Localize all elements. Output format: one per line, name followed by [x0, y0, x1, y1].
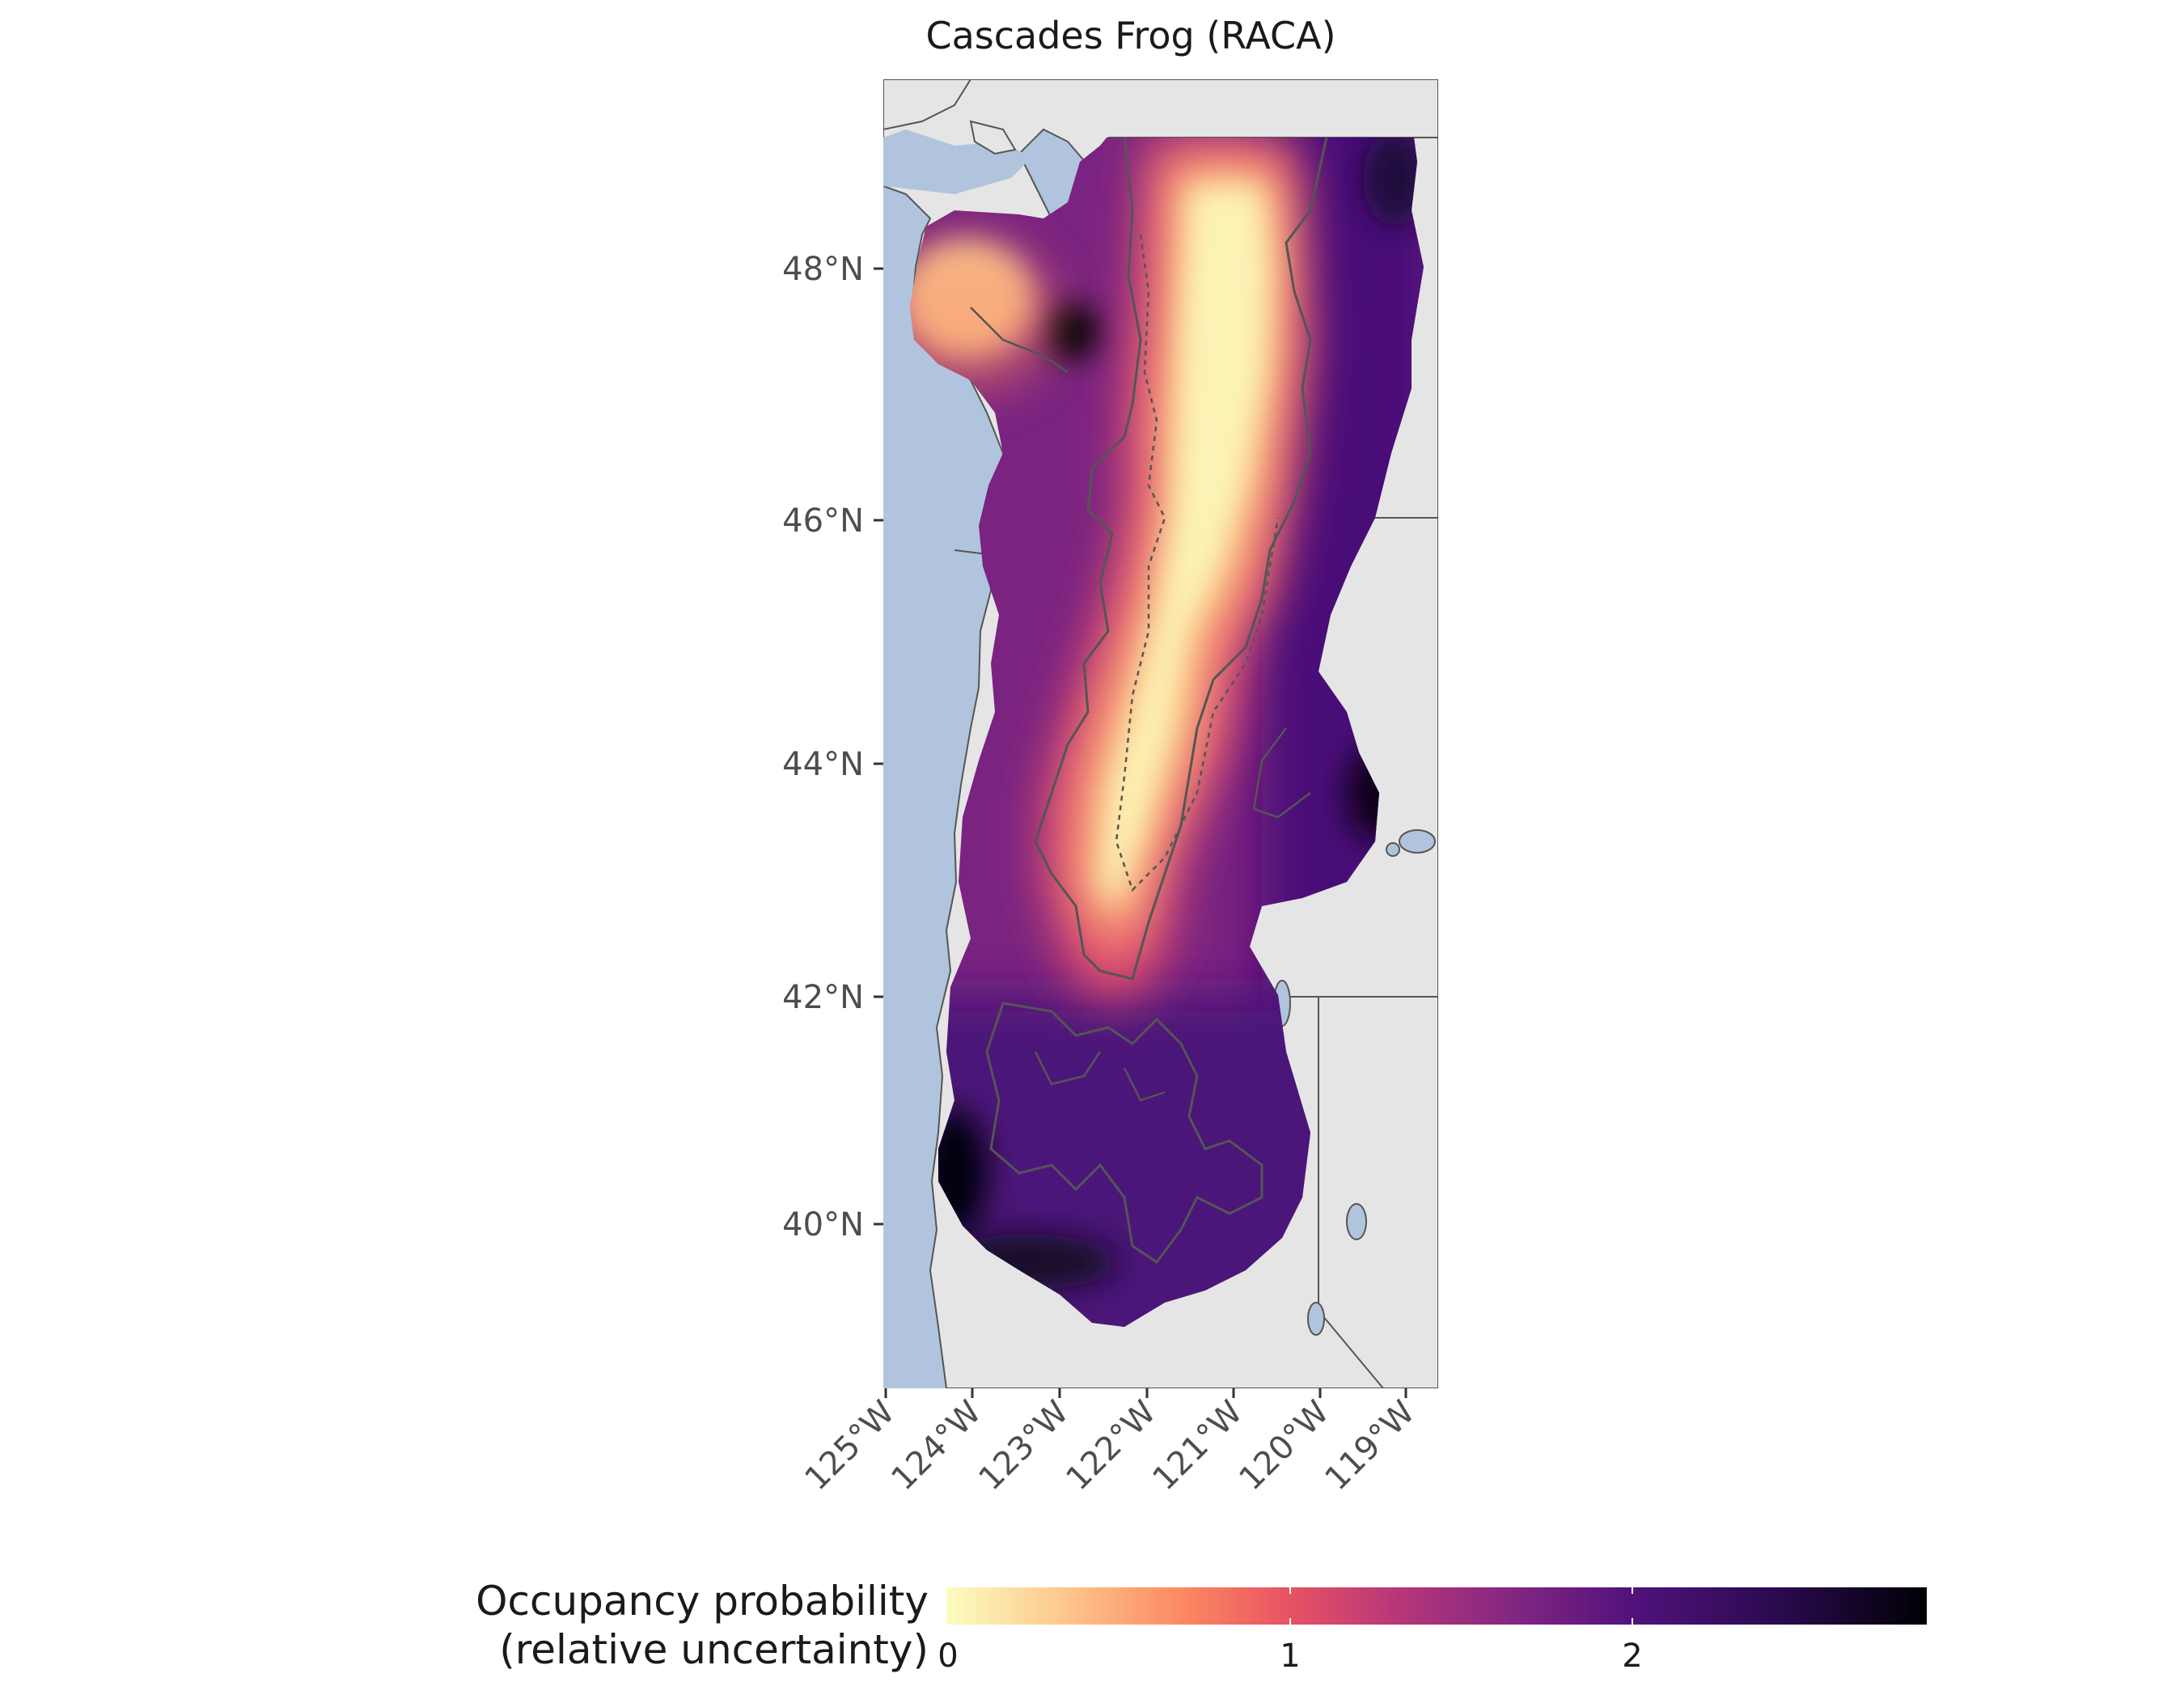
lon-tick-label: 122°W	[1059, 1394, 1163, 1498]
legend-tick-label: 0	[938, 1638, 958, 1675]
lon-tick-label: 120°W	[1232, 1394, 1336, 1498]
vancouver-island	[883, 79, 972, 131]
lat-tick-label: 42°N	[782, 979, 864, 1016]
lat-tick-label: 48°N	[782, 251, 864, 288]
lake	[1346, 1203, 1367, 1240]
lon-tick-label: 121°W	[1145, 1394, 1250, 1498]
islands	[969, 120, 1017, 155]
map-title: Cascades Frog (RACA)	[925, 14, 1335, 57]
lake	[1307, 1302, 1325, 1336]
lat-tick-label: 40°N	[782, 1206, 864, 1244]
lon-tick-label: 123°W	[971, 1394, 1076, 1498]
range-outlines	[970, 137, 1328, 1265]
lat-tick-label: 44°N	[782, 746, 864, 783]
lake	[1386, 842, 1400, 857]
lat-tick-label: 46°N	[782, 502, 864, 540]
legend-colorbar	[946, 1587, 1927, 1625]
lat-axis: 48°N 46°N 44°N 42°N 40°N	[782, 251, 883, 1244]
legend-tick-label: 2	[1622, 1638, 1642, 1675]
legend-tick-label: 1	[1280, 1638, 1300, 1675]
legend: Occupancy probability (relative uncertai…	[476, 1578, 1927, 1675]
lon-tick-label: 119°W	[1318, 1394, 1422, 1498]
lon-tick-label: 124°W	[884, 1394, 988, 1498]
legend-title-line1: Occupancy probability	[476, 1578, 929, 1625]
lon-axis: 125°W 124°W 123°W 122°W 121°W 120°W 119°…	[798, 1388, 1422, 1498]
lon-tick-label: 125°W	[798, 1394, 902, 1498]
lake	[1399, 829, 1436, 854]
legend-title-line2: (relative uncertainty)	[499, 1626, 929, 1673]
